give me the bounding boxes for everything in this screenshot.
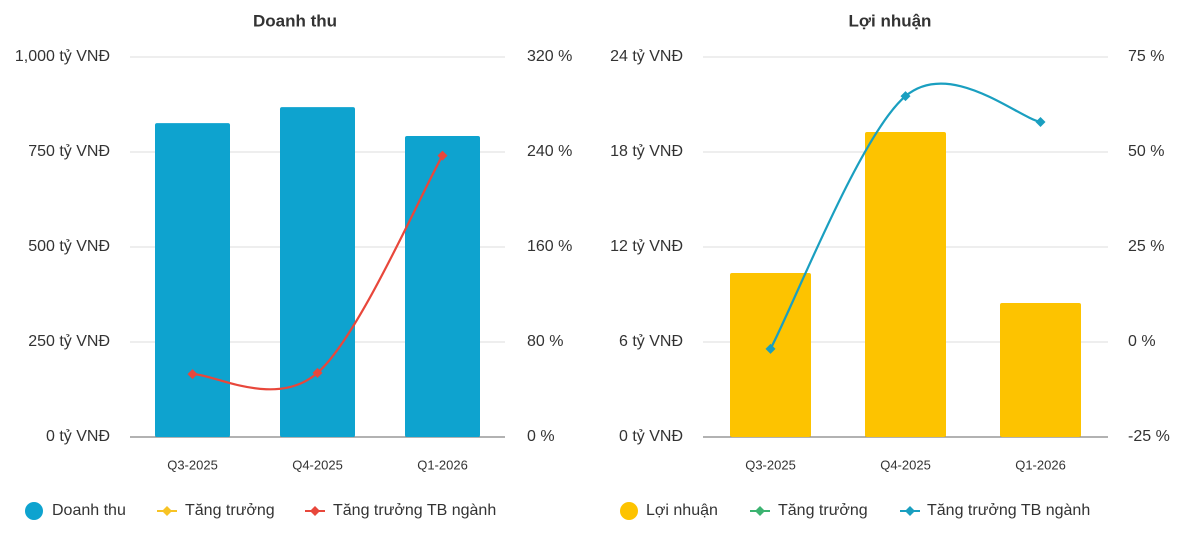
legend-swatch [25,502,43,520]
y2-tick-label: 320 % [527,48,572,65]
bar [280,107,355,437]
point [1035,116,1046,127]
bar [155,123,230,438]
line [769,82,1041,350]
bar [1000,303,1081,437]
y-tick-label: 0 tỷ VNĐ [619,428,683,445]
y2-tick-label: 75 % [1128,48,1164,65]
legend-label: Tăng trưởng [185,502,275,519]
y-tick-label: 18 tỷ VNĐ [610,143,683,160]
point [187,369,198,380]
y2-tick-label: 240 % [527,143,572,160]
x-tick-label: Q4-2025 [880,457,931,472]
y2-tick-label: 80 % [527,333,563,350]
y2-tick-label: -25 % [1128,428,1170,445]
y-tick-label: 500 tỷ VNĐ [28,238,110,255]
point [900,91,911,102]
y2-tick-label: 50 % [1128,143,1164,160]
legend-swatch [310,506,320,516]
legend-label: Lợi nhuận [646,502,718,519]
line [192,155,444,391]
legend-label: Doanh thu [52,502,126,519]
y-tick-label: 24 tỷ VNĐ [610,48,683,65]
y-tick-label: 12 tỷ VNĐ [610,238,683,255]
y-tick-label: 750 tỷ VNĐ [28,143,110,160]
point [312,367,323,378]
legend-label: Tăng trưởng TB ngành [927,502,1090,519]
x-tick-label: Q4-2025 [292,457,343,472]
chart-title: Lợi nhuận [849,11,932,30]
legend-swatch [905,506,915,516]
x-tick-label: Q1-2026 [1015,457,1066,472]
point [765,343,776,354]
chart-title: Doanh thu [253,11,337,30]
bar [730,272,811,437]
x-tick-label: Q3-2025 [167,457,218,472]
point [437,150,448,161]
y2-tick-label: 0 % [527,428,555,445]
y2-tick-label: 160 % [527,238,572,255]
bar [865,132,946,438]
x-tick-label: Q1-2026 [417,457,468,472]
y2-tick-label: 25 % [1128,238,1164,255]
legend-label: Tăng trưởng [778,502,868,519]
y-tick-label: 1,000 tỷ VNĐ [15,48,110,65]
bar [405,136,480,438]
legend-swatch [162,506,172,516]
y-tick-label: 250 tỷ VNĐ [28,333,110,350]
x-tick-label: Q3-2025 [745,457,796,472]
legend-label: Tăng trưởng TB ngành [333,502,496,519]
y-tick-label: 6 tỷ VNĐ [619,333,683,350]
legend-swatch [755,506,765,516]
y-tick-label: 0 tỷ VNĐ [46,428,110,445]
y2-tick-label: 0 % [1128,333,1156,350]
legend-swatch [620,502,638,520]
